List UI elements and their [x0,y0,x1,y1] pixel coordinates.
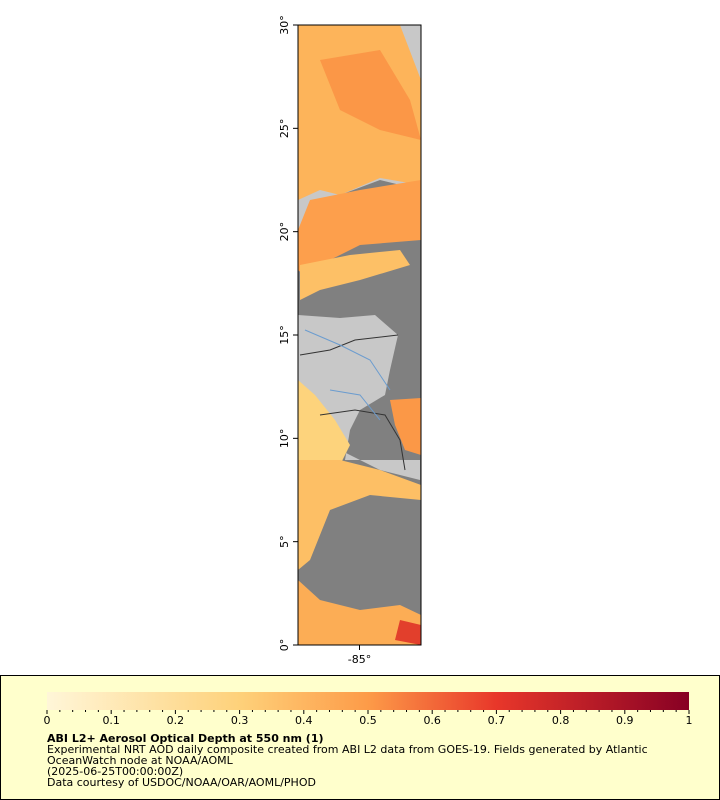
river [304,329,391,421]
colorbar-tick-label: 1 [686,714,693,727]
axes: 0° 5° 10° 15° 20° 25° 30° -85° [278,15,371,666]
lat-tick-label: 20° [278,222,291,242]
lat-tick-label: 5° [278,535,291,548]
colorbar-tick-label: 0.9 [616,714,634,727]
colorbar-tick-label: 0.2 [167,714,185,727]
colorbar-tick-label: 0 [44,714,51,727]
legend-line: (2025-06-25T00:00:00Z) [47,765,183,778]
colorbar [47,692,689,710]
legend-line: Experimental NRT AOD daily composite cre… [47,743,648,756]
legend-title: ABI L2+ Aerosol Optical Depth at 550 nm … [47,732,324,745]
map-area [298,25,421,645]
aerosol-field [300,250,410,300]
colorbar-tick-label: 0.1 [102,714,120,727]
aerosol-field [298,180,421,280]
lat-tick-label: 10° [278,429,291,449]
legend-line: Data courtesy of USDOC/NOAA/OAR/AOML/PHO… [47,776,316,789]
colorbar-tick-label: 0.7 [488,714,506,727]
lat-tick-label: 25° [278,119,291,139]
colorbar-tick-label: 0.8 [552,714,570,727]
lat-tick-label: 0° [278,639,291,652]
aerosol-field [320,50,421,140]
colorbar-tick-label: 0.6 [423,714,441,727]
aerosol-field [298,580,421,645]
aerosol-field [395,620,421,645]
lat-tick-label: 30° [278,15,291,35]
colorbar-tick-label: 0.4 [295,714,313,727]
aerosol-field [298,460,421,570]
aerosol-field [390,398,421,455]
colorbar-axis: 0 0.1 0.2 0.3 0.4 0.5 0.6 0.7 0.8 0.9 1 [44,710,693,727]
colorbar-tick-label: 0.5 [359,714,377,727]
border [299,334,406,471]
land [298,315,420,480]
legend-line: OceanWatch node at NOAA/AOML [47,754,234,767]
aerosol-field [298,380,350,470]
lon-tick-label: -85° [348,653,371,666]
lat-tick-label: 15° [278,325,291,345]
colorbar-tick-label: 0.3 [231,714,249,727]
